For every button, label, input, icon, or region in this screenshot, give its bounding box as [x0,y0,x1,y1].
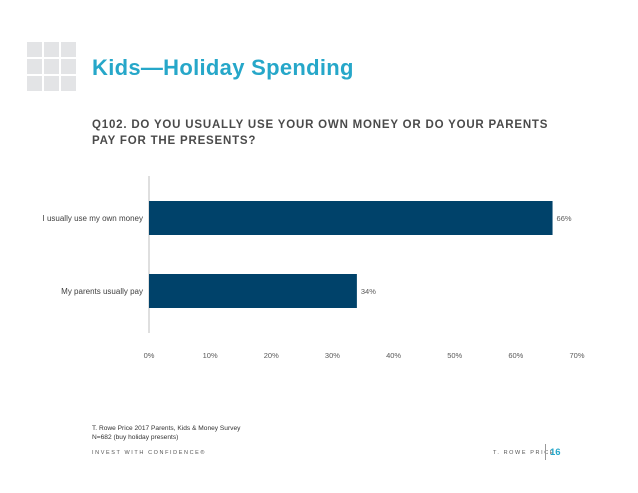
x-tick-label: 20% [264,351,279,360]
x-tick-label: 0% [144,351,155,360]
category-label: My parents usually pay [61,287,143,296]
footer-tagline: INVEST WITH CONFIDENCE® [92,450,207,456]
bar [149,274,357,308]
data-label: 66% [557,214,572,223]
x-tick-label: 10% [203,351,218,360]
x-tick-label: 60% [508,351,523,360]
source-line-sample: N=682 (buy holiday presents) [92,434,179,441]
category-label: I usually use my own money [43,214,144,223]
x-tick-label: 50% [447,351,462,360]
page-title: Kids—Holiday Spending [92,55,354,80]
footer-brand: T. ROWE PRICE [493,450,556,456]
x-tick-label: 30% [325,351,340,360]
bar-chart: I usually use my own money 66% My parents … [43,176,585,360]
source-line-survey: T. Rowe Price 2017 Parents, Kids & Money… [92,425,241,432]
footer-divider [545,444,546,460]
x-tick-label: 40% [386,351,401,360]
data-label: 34% [361,287,376,296]
grid-logo-icon [27,42,77,92]
page-number: 16 [550,447,561,458]
x-tick-label: 70% [569,351,584,360]
survey-question: Q102. DO YOU USUALLY USE YOUR OWN MONEY … [92,119,549,147]
source-note: T. Rowe Price 2017 Parents, Kids & Money… [92,424,240,442]
bar [149,201,553,235]
